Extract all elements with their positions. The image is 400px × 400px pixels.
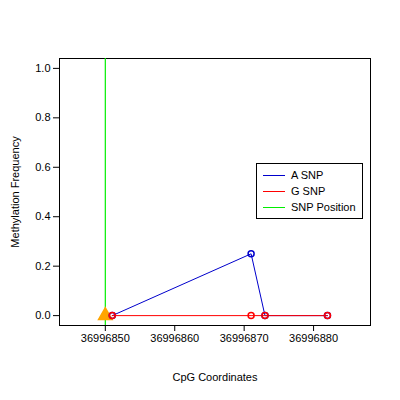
svg-text:36996860: 36996860 [150,332,199,344]
svg-text:0.4: 0.4 [35,210,50,222]
svg-text:0.6: 0.6 [35,161,50,173]
svg-text:36996850: 36996850 [81,332,130,344]
svg-text:0.8: 0.8 [35,111,50,123]
html-text:SNP Position: SNP Position [291,201,356,213]
html-text:G SNP: G SNP [291,185,326,197]
html-text:A SNP: A SNP [291,169,324,181]
svg-text:1.0: 1.0 [35,62,50,74]
svg-text:36996880: 36996880 [289,332,338,344]
svg-text:0.2: 0.2 [35,260,50,272]
svg-text:36996870: 36996870 [220,332,269,344]
svg-text:CpG Coordinates: CpG Coordinates [173,371,258,383]
svg-text:Methylation Frequency: Methylation Frequency [9,136,21,248]
svg-text:0.0: 0.0 [35,309,50,321]
